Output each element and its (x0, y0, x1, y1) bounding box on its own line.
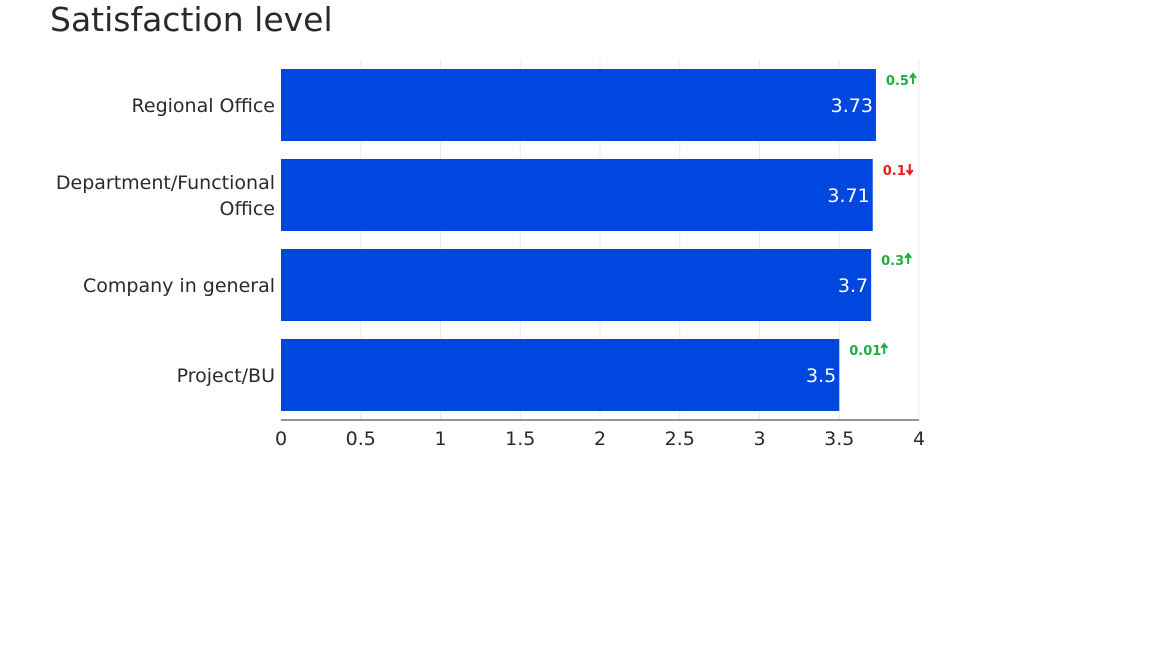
x-tick-label: 2 (594, 428, 606, 450)
chart-title: Satisfaction level (50, 0, 333, 39)
x-tick-label: 0 (275, 428, 287, 450)
arrow-up-icon (904, 252, 912, 264)
change-label: 0.3 (881, 254, 904, 269)
category-label: Company in general (83, 275, 275, 297)
x-tick-label: 0.5 (346, 428, 376, 450)
change-label: 0.01 (849, 344, 881, 359)
category-label: Project/BU (177, 365, 275, 387)
x-tick-label: 4 (913, 428, 925, 450)
category-label: Department/Functional (56, 172, 275, 194)
bar (281, 339, 840, 411)
change-label: 0.5 (886, 74, 909, 89)
arrow-down-icon (905, 164, 914, 176)
bar (281, 69, 876, 141)
category-label: Regional Office (132, 95, 275, 117)
x-tick-label: 1.5 (505, 428, 535, 450)
bar (281, 249, 872, 321)
bar-value-label: 3.7 (838, 275, 868, 297)
category-label: Office (220, 198, 275, 220)
x-tick-label: 1 (434, 428, 446, 450)
arrow-up-icon (909, 72, 917, 84)
x-tick-label: 3.5 (824, 428, 854, 450)
arrow-up-icon (880, 342, 889, 354)
bar-value-label: 3.5 (806, 365, 836, 387)
change-label: 0.1 (883, 164, 906, 179)
x-tick-label: 2.5 (665, 428, 695, 450)
x-tick-label: 3 (753, 428, 765, 450)
bar-value-label: 3.73 (831, 95, 873, 117)
bar (281, 159, 873, 231)
bar-value-label: 3.71 (827, 185, 869, 207)
